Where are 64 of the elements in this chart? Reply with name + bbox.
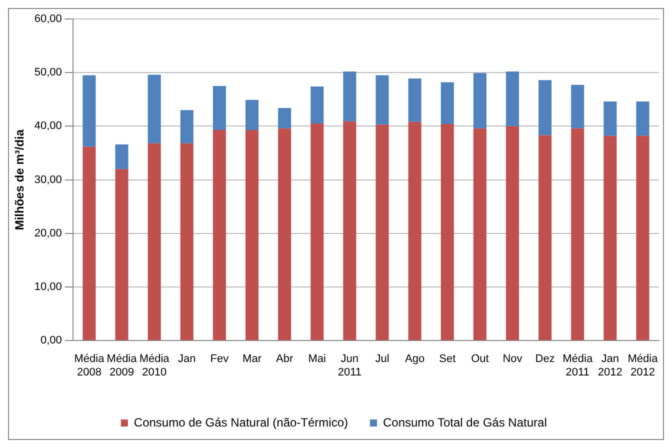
y-tick-label: 30,00 [34, 174, 62, 186]
x-tick-label: Ago [405, 353, 425, 366]
x-tick-label: Média 2008 [74, 353, 106, 378]
bar [115, 144, 128, 170]
bar [604, 102, 617, 136]
x-tick-label: Fev [210, 353, 230, 366]
bar [440, 82, 454, 124]
bar [212, 86, 226, 130]
x-tick-label: Nov [502, 353, 523, 366]
x-tick-label: Média 2012 [628, 353, 659, 378]
bar [538, 80, 552, 136]
bar [82, 146, 96, 340]
bar [473, 128, 486, 340]
bar [473, 73, 486, 128]
y-tick-label: 20,00 [34, 227, 62, 240]
x-tick-label: Média 2009 [106, 353, 138, 378]
x-tick-label: Jan [178, 353, 196, 366]
bar [571, 84, 584, 128]
bar [278, 128, 292, 340]
x-tick-label: Dez [535, 353, 555, 366]
y-tick-label: 40,00 [34, 120, 62, 132]
y-tick-label: 60,00 [34, 13, 62, 26]
x-tick-label: Mar [242, 353, 262, 366]
bar [636, 136, 650, 340]
y-axis-title: Milhões de m³/dia [12, 129, 27, 230]
bar [571, 128, 584, 340]
bar [408, 122, 422, 340]
x-tick-label: Out [471, 353, 489, 366]
bar [310, 86, 324, 124]
x-tick-label: Mai [308, 353, 326, 366]
bar [115, 169, 128, 340]
bar [408, 78, 422, 122]
bar [636, 102, 650, 136]
x-tick-label: Jun 2011 [338, 353, 362, 378]
bar [245, 100, 259, 130]
x-tick-label: Média 2010 [139, 353, 170, 378]
x-tick-label: Set [439, 353, 456, 366]
y-tick-label: 0,00 [40, 334, 62, 347]
bar [278, 108, 292, 128]
bar [148, 74, 161, 144]
bar [604, 136, 617, 340]
bar [506, 126, 519, 340]
bar [245, 130, 259, 340]
bar [148, 143, 161, 340]
y-tick-label: 50,00 [34, 66, 62, 79]
x-tick-label: Abr [276, 353, 294, 366]
legend-label: Consumo de Gás Natural (não-Térmico) [134, 415, 348, 430]
bar [506, 72, 519, 126]
bar [180, 143, 194, 340]
bar [538, 135, 552, 340]
bar [212, 130, 226, 340]
x-tick-label: Média 2011 [562, 353, 594, 378]
bar [343, 72, 356, 122]
legend-label: Consumo Total de Gás Natural [383, 415, 547, 430]
bar [440, 124, 454, 340]
bar [310, 124, 324, 340]
y-tick-label: 10,00 [34, 281, 62, 294]
bar [180, 110, 194, 144]
x-tick-label: Jul [375, 353, 390, 366]
bar [82, 75, 96, 147]
bar [343, 121, 356, 340]
bar [376, 75, 389, 125]
bar [376, 124, 389, 340]
x-tick-label: Jan 2012 [598, 353, 622, 378]
